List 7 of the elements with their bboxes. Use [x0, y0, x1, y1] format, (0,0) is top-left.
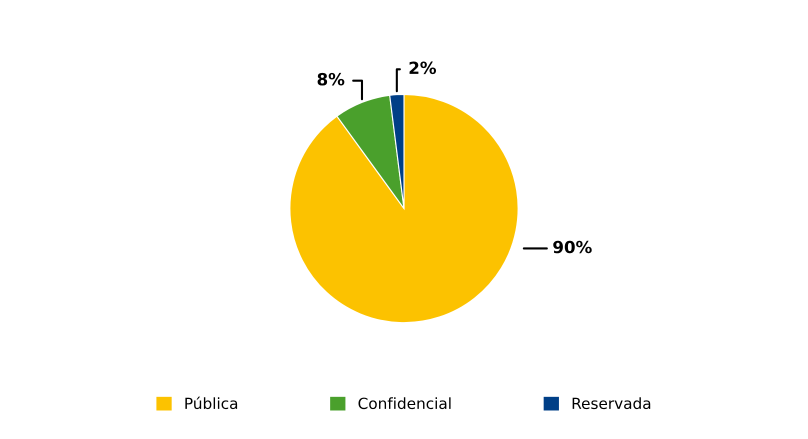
pie-slice: [289, 94, 519, 324]
data-label: 8%: [318, 72, 344, 86]
data-label: 2%: [410, 62, 436, 74]
data-label: 90%: [553, 240, 592, 254]
legend-label: Pública: [185, 396, 238, 410]
legend-label: Confidencial: [358, 397, 451, 410]
legend-label: Reservada: [572, 397, 650, 410]
